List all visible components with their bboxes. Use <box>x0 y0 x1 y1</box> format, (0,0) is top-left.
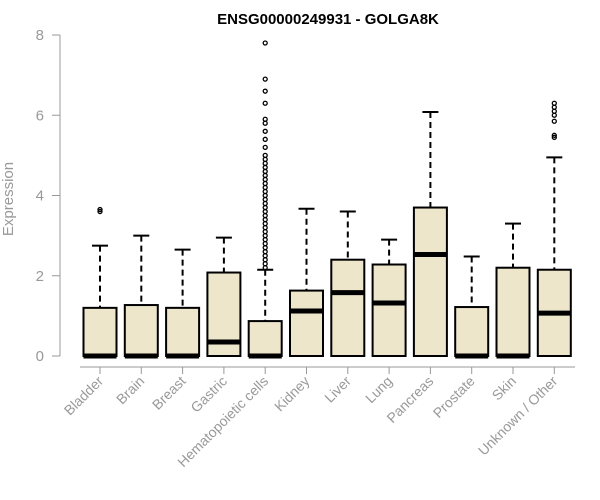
box-body <box>247 320 283 357</box>
box-hematopoietic-cells <box>247 40 283 359</box>
box-kidney <box>289 207 324 357</box>
box-pancreas <box>412 111 448 357</box>
y-axis-label: Expression <box>0 162 17 236</box>
x-tick-label: Skin <box>489 373 520 404</box>
y-tick-label: 2 <box>36 268 44 285</box>
boxes <box>82 40 572 359</box>
outlier-point <box>262 152 268 159</box>
outlier-point <box>262 100 268 106</box>
box-skin <box>495 222 531 359</box>
box-body <box>330 258 366 358</box>
x-tick-label: Prostate <box>430 373 478 421</box>
y-ticks: 0 2 4 6 8 <box>36 27 60 365</box>
outlier-point <box>551 118 557 124</box>
box-gastric <box>206 236 242 358</box>
outlier-point <box>551 132 557 138</box>
box-bladder <box>82 206 118 359</box>
box-body <box>289 289 324 357</box>
outlier-point <box>551 134 557 140</box>
x-tick-label: Breast <box>149 373 189 413</box>
box-brain <box>123 234 159 359</box>
x-tick-label: Lung <box>362 373 395 406</box>
outlier-point <box>262 40 268 46</box>
outlier-point <box>262 136 268 142</box>
outlier-point <box>262 76 268 82</box>
x-tick-label: Brain <box>113 373 147 407</box>
outlier-point <box>262 116 268 122</box>
box-body <box>123 304 159 358</box>
box-body <box>495 266 531 358</box>
y-tick-label: 8 <box>36 27 44 44</box>
box-unknown-other <box>536 100 572 358</box>
box-body <box>82 306 118 358</box>
y-tick-label: 0 <box>36 348 44 365</box>
box-liver <box>330 210 366 358</box>
chart-title: ENSG00000249931 - GOLGA8K <box>217 11 439 28</box>
outlier-point <box>97 206 103 213</box>
outlier-point <box>262 88 268 94</box>
box-body <box>165 306 201 358</box>
outlier-point <box>262 128 268 134</box>
outlier-point <box>262 144 268 151</box>
box-prostate <box>454 255 490 359</box>
y-tick-label: 6 <box>36 107 44 124</box>
x-tick-label: Kidney <box>271 373 313 415</box>
box-body <box>371 263 407 358</box>
outlier-point <box>551 100 557 106</box>
x-tick-label: Bladder <box>61 373 107 419</box>
box-breast <box>165 248 201 359</box>
box-body <box>412 206 448 357</box>
y-tick-label: 4 <box>36 188 44 205</box>
outlier-point <box>97 208 103 215</box>
x-tick-label: Liver <box>321 373 354 406</box>
box-body <box>454 306 490 357</box>
box-lung <box>371 238 407 358</box>
